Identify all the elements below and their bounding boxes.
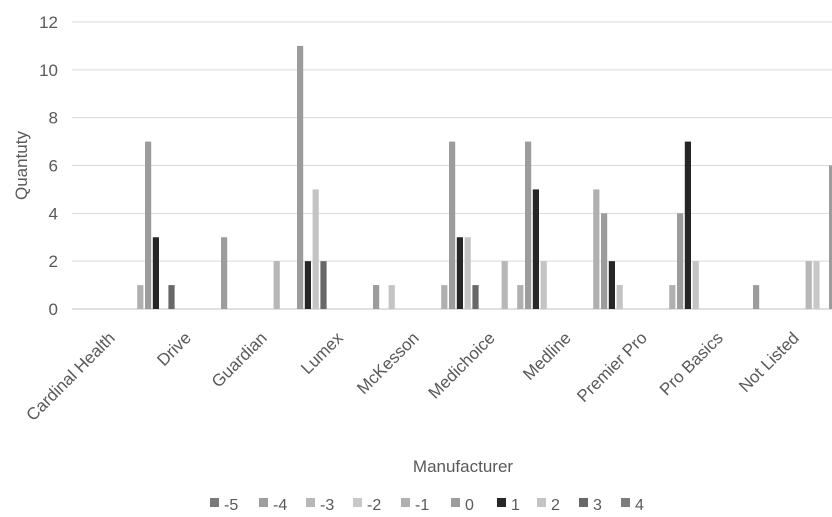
bar: [540, 261, 547, 309]
legend-swatch: [401, 498, 410, 507]
legend-label: -2: [367, 497, 381, 514]
bar: [517, 285, 524, 309]
x-axis-category-labels: Cardinal Health Drive Guardian Lumex McKesso…: [23, 328, 803, 425]
x-category-label: Pro Basics: [656, 328, 727, 399]
bar: [593, 189, 600, 309]
bar: [168, 285, 175, 309]
bar: [464, 237, 471, 309]
bar: [145, 141, 152, 309]
legend-swatch: [579, 498, 588, 507]
bar: [449, 141, 456, 309]
bar: [304, 261, 311, 309]
legend-swatch: [353, 498, 362, 507]
legend-label: -3: [320, 497, 334, 514]
bar: [472, 285, 479, 309]
legend-label: 4: [635, 497, 644, 514]
y-tick-label: 4: [49, 204, 58, 223]
bar: [684, 141, 691, 309]
bar: [805, 261, 812, 309]
bar: [152, 237, 159, 309]
bar: [221, 237, 228, 309]
legend-label: -4: [273, 497, 287, 514]
bar: [137, 285, 144, 309]
legend-label: -5: [224, 497, 238, 514]
y-tick-label: 2: [49, 252, 58, 271]
x-category-label: Guardian: [208, 328, 271, 391]
x-category-label: Lumex: [297, 328, 347, 378]
bar: [388, 285, 395, 309]
bar: [297, 45, 304, 310]
y-tick-label: 6: [49, 157, 58, 176]
legend-swatch: [621, 498, 630, 507]
x-category-label: Medichoice: [425, 328, 499, 402]
bar: [601, 213, 608, 309]
bar: [829, 165, 832, 309]
legend-swatch: [497, 498, 506, 507]
x-axis-title: Manufacturer: [413, 457, 513, 476]
bar: [608, 261, 615, 309]
legend-swatch: [259, 498, 268, 507]
bars: [137, 45, 832, 310]
x-category-label: Medline: [519, 328, 575, 384]
bar: [753, 285, 760, 309]
y-axis-ticks: 0 2 4 6 8 10 12: [39, 13, 58, 319]
legend-label: 3: [593, 497, 602, 514]
legend-swatch: [537, 498, 546, 507]
x-category-label: McKesson: [353, 328, 423, 398]
y-axis-title: Quantuty: [12, 131, 31, 200]
legend-label: -1: [415, 497, 429, 514]
bar: [532, 189, 539, 309]
legend: -5 -4 -3 -2 -1 0 1 2 3 4: [210, 497, 644, 514]
x-category-label: Cardinal Health: [23, 328, 119, 424]
bar: [525, 141, 532, 309]
x-category-label: Premier Pro: [573, 328, 651, 406]
y-tick-label: 10: [39, 61, 58, 80]
bar: [677, 213, 684, 309]
bar: [669, 285, 676, 309]
legend-swatch: [451, 498, 460, 507]
legend-label: 2: [551, 497, 560, 514]
y-tick-label: 8: [49, 109, 58, 128]
x-category-label: Drive: [153, 328, 194, 369]
y-tick-label: 0: [49, 300, 58, 319]
bar: [692, 261, 699, 309]
bar: [813, 261, 820, 309]
bar: [441, 285, 448, 309]
legend-swatch: [210, 498, 219, 507]
bar: [320, 261, 327, 309]
bar: [456, 237, 463, 309]
bar: [501, 261, 508, 309]
legend-label: 0: [465, 497, 474, 514]
bar: [312, 189, 319, 309]
bar: [373, 285, 380, 309]
legend-label: 1: [511, 497, 520, 514]
bar: [273, 261, 280, 309]
y-tick-label: 12: [39, 13, 58, 32]
legend-swatch: [306, 498, 315, 507]
bar: [616, 285, 623, 309]
x-category-label: Not Listed: [735, 328, 803, 396]
